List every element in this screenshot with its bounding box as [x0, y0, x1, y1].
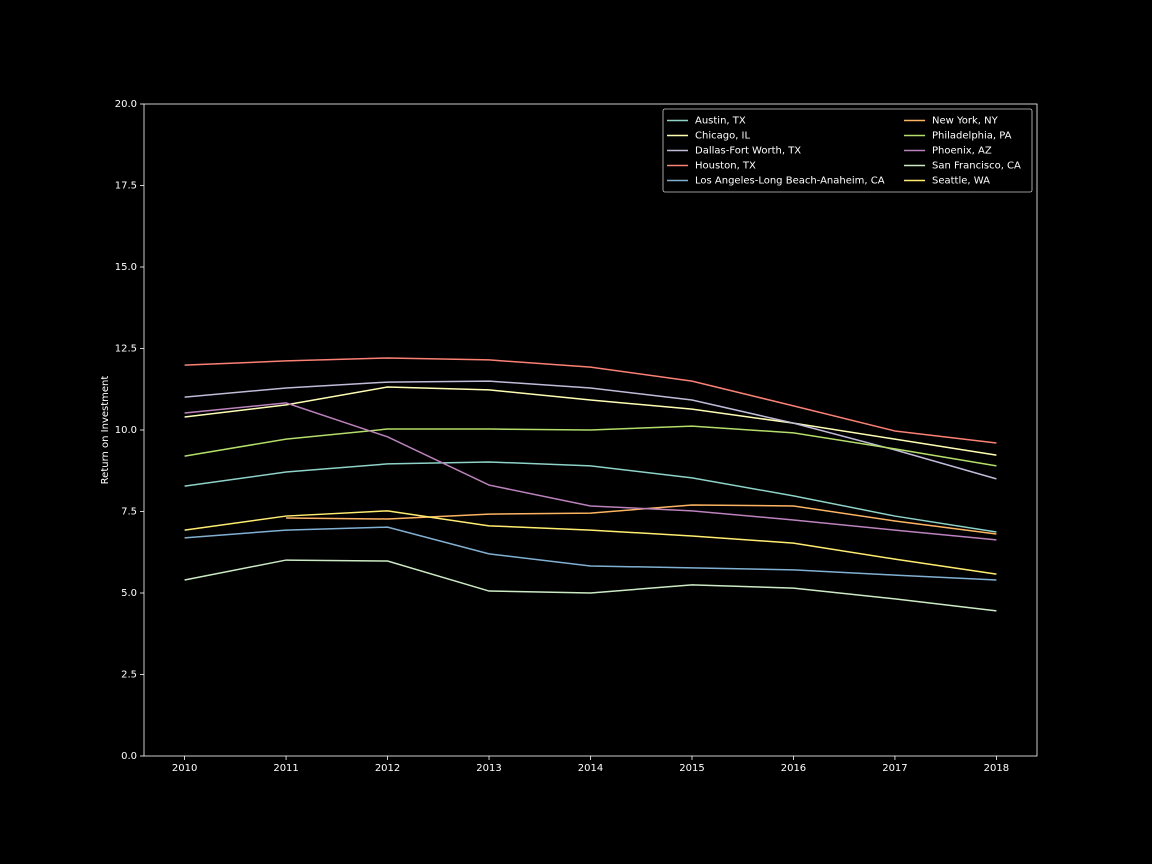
y-tick-label: 7.5	[121, 507, 137, 518]
series-line	[184, 425, 997, 467]
legend-label: San Francisco, CA	[932, 161, 1021, 172]
y-axis-label: Return on Investment	[100, 376, 111, 485]
x-tick-label: 2012	[375, 763, 400, 774]
x-tick-label: 2017	[882, 763, 907, 774]
legend-label: New York, NY	[932, 116, 999, 127]
series-line	[184, 402, 997, 541]
y-tick-label: 12.5	[115, 344, 137, 355]
legend-box	[662, 108, 1033, 193]
legend-label: Dallas-Fort Worth, TX	[695, 146, 801, 157]
series-line	[184, 386, 997, 456]
x-tick-label: 2013	[476, 763, 501, 774]
y-tick-label: 0.0	[121, 751, 137, 762]
x-tick-label: 2014	[578, 763, 603, 774]
plot-frame	[143, 103, 1038, 757]
series-line	[184, 461, 997, 533]
x-tick-label: 2015	[679, 763, 704, 774]
legend-label: Seattle, WA	[932, 176, 990, 187]
y-tick-label: 15.0	[115, 262, 137, 273]
y-tick-label: 2.5	[121, 670, 137, 681]
series-line	[184, 559, 997, 612]
series-line	[184, 380, 997, 480]
legend-label: Philadelphia, PA	[932, 131, 1012, 142]
series-line	[184, 357, 997, 444]
legend-label: Los Angeles-Long Beach-Anaheim, CA	[695, 176, 885, 187]
legend-label: Phoenix, AZ	[932, 146, 992, 157]
legend-label: Chicago, IL	[695, 131, 750, 142]
x-tick-label: 2016	[781, 763, 806, 774]
x-tick-label: 2018	[984, 763, 1009, 774]
x-tick-label: 2011	[273, 763, 298, 774]
y-tick-label: 10.0	[115, 425, 137, 436]
legend-label: Austin, TX	[695, 116, 746, 127]
legend-label: Houston, TX	[695, 161, 756, 172]
y-tick-label: 17.5	[115, 181, 137, 192]
series-line	[184, 526, 997, 581]
x-tick-label: 2010	[172, 763, 197, 774]
y-tick-label: 5.0	[121, 588, 137, 599]
series-line	[184, 510, 997, 575]
y-tick-label: 20.0	[115, 99, 137, 110]
